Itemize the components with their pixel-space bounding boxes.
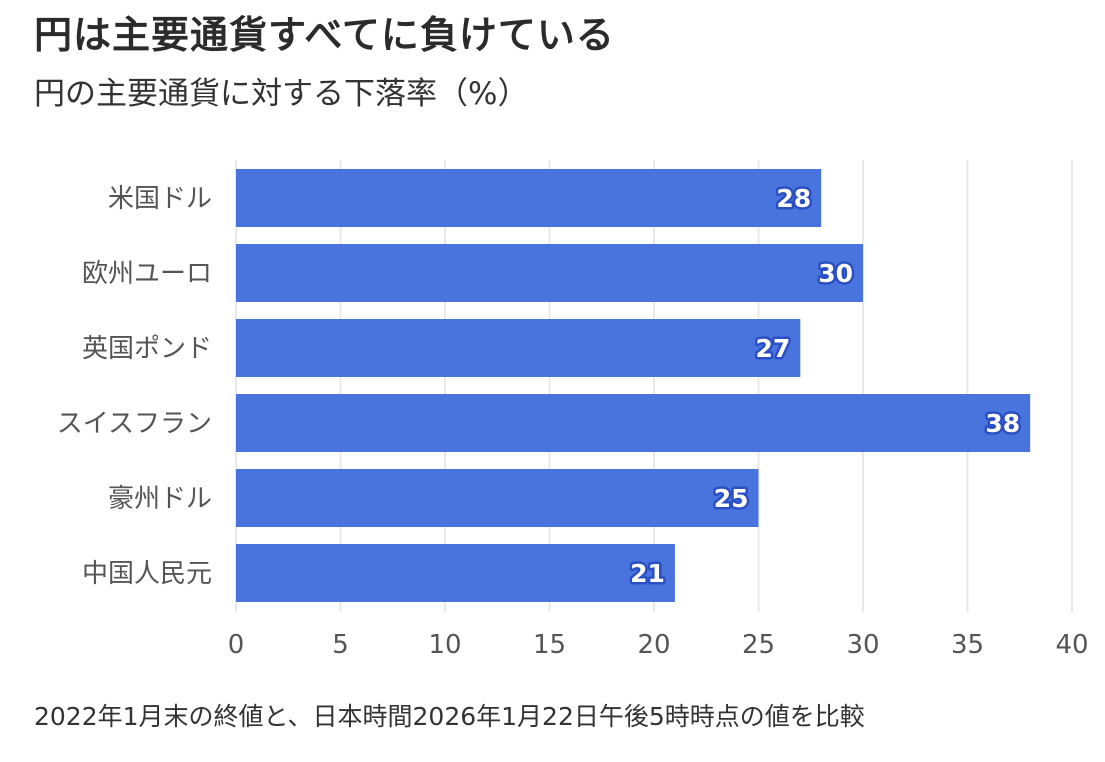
x-tick-label: 10 xyxy=(428,630,461,660)
bar xyxy=(236,469,759,527)
chart-subtitle: 円の主要通貨に対する下落率（%） xyxy=(34,76,529,112)
bars xyxy=(236,169,1031,602)
category-label: スイスフラン xyxy=(57,409,212,439)
x-tick-label: 35 xyxy=(951,630,984,660)
category-label: 豪州ドル xyxy=(108,484,212,514)
category-label: 欧州ユーロ xyxy=(82,259,212,289)
gridlines xyxy=(235,160,1073,612)
data-label: 21 xyxy=(630,559,665,588)
data-label: 25 xyxy=(714,484,749,513)
category-label: 英国ポンド xyxy=(82,334,212,364)
chart-title: 円は主要通貨すべてに負けている xyxy=(34,13,615,57)
data-label: 30 xyxy=(818,259,853,288)
category-label: 中国人民元 xyxy=(82,559,212,589)
category-label: 米国ドル xyxy=(108,184,212,214)
data-label: 28 xyxy=(776,184,811,213)
x-tick-label: 20 xyxy=(637,630,670,660)
footnote: 2022年1月末の終値と、日本時間2026年1月22日午後5時時点の値を比較 xyxy=(34,702,865,731)
data-label: 27 xyxy=(756,334,791,363)
x-tick-label: 40 xyxy=(1055,630,1088,660)
x-tick-label: 15 xyxy=(533,630,566,660)
x-tick-labels: 0 5 10 15 20 25 30 35 40 xyxy=(228,630,1089,660)
bar xyxy=(236,544,675,602)
bar xyxy=(236,394,1031,452)
data-label: 38 xyxy=(985,409,1020,438)
data-labels: 28 30 27 38 25 21 xyxy=(628,182,1023,591)
x-tick-label: 30 xyxy=(846,630,879,660)
x-tick-label: 25 xyxy=(742,630,775,660)
bar xyxy=(236,169,822,227)
x-tick-label: 0 xyxy=(228,630,245,660)
bar xyxy=(236,319,801,377)
bar xyxy=(236,244,863,302)
x-tick-label: 5 xyxy=(332,630,349,660)
